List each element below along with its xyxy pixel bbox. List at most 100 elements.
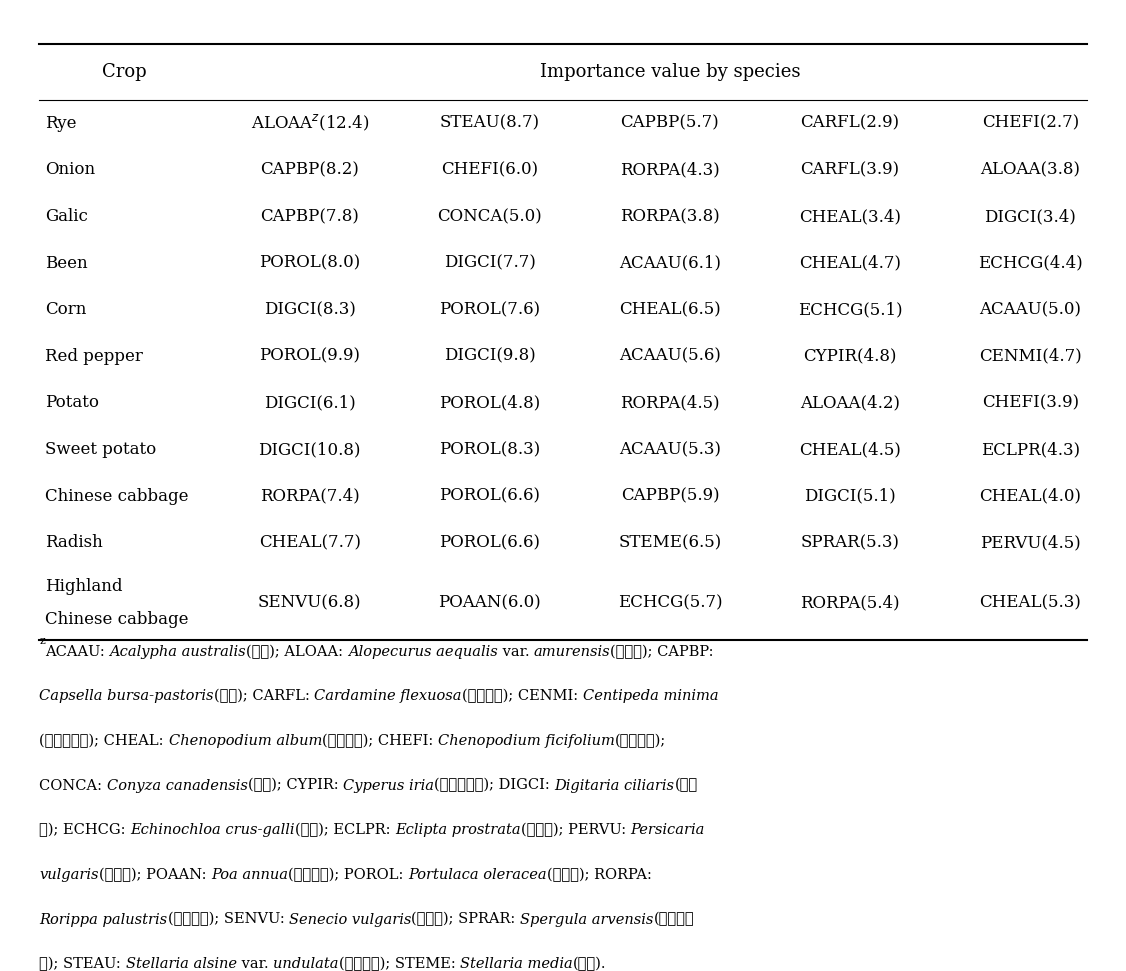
Text: POROL(8.0): POROL(8.0) <box>259 254 360 272</box>
Text: CHEAL(3.4): CHEAL(3.4) <box>799 208 901 225</box>
Text: ALOAA$^z$(12.4): ALOAA$^z$(12.4) <box>251 114 368 133</box>
Text: STEAU(8.7): STEAU(8.7) <box>440 115 539 132</box>
Text: ECHCG(5.7): ECHCG(5.7) <box>618 594 722 612</box>
Text: (개쓰갓); SPRAR:: (개쓰갓); SPRAR: <box>411 913 520 926</box>
Text: 이); ECHCG:: 이); ECHCG: <box>39 823 131 837</box>
Text: ECLPR(4.3): ECLPR(4.3) <box>981 441 1080 458</box>
Text: CARFL(3.9): CARFL(3.9) <box>801 161 900 179</box>
Text: (새포아풀); POROL:: (새포아풀); POROL: <box>288 868 408 882</box>
Text: Crop: Crop <box>101 63 146 81</box>
Text: ACAAU(5.0): ACAAU(5.0) <box>980 301 1081 318</box>
Text: CHEFI(6.0): CHEFI(6.0) <box>441 161 538 179</box>
Text: POROL(6.6): POROL(6.6) <box>439 534 540 552</box>
Text: Sweet potato: Sweet potato <box>45 441 157 458</box>
Text: ACAAU(6.1): ACAAU(6.1) <box>619 254 721 272</box>
Text: ALOAA(3.8): ALOAA(3.8) <box>981 161 1080 179</box>
Text: CHEAL(7.7): CHEAL(7.7) <box>259 534 360 552</box>
Text: Chenopodium ficifolium: Chenopodium ficifolium <box>438 734 615 748</box>
Text: CAPBP(7.8): CAPBP(7.8) <box>260 208 359 225</box>
Text: (황새놓이); CENMI:: (황새놓이); CENMI: <box>462 689 582 703</box>
Text: (한련초); PERVU:: (한련초); PERVU: <box>521 823 631 837</box>
Text: PERVU(4.5): PERVU(4.5) <box>980 534 1081 552</box>
Text: Importance value by species: Importance value by species <box>539 63 801 81</box>
Text: Cardamine flexuosa: Cardamine flexuosa <box>314 689 462 703</box>
Text: CAPBP(5.7): CAPBP(5.7) <box>620 115 720 132</box>
Text: amurensis: amurensis <box>534 645 610 658</box>
Text: Spergula arvensis: Spergula arvensis <box>520 913 653 926</box>
Text: DIGCI(9.8): DIGCI(9.8) <box>444 348 536 365</box>
Text: Senecio vulgaris: Senecio vulgaris <box>289 913 411 926</box>
Text: RORPA(5.4): RORPA(5.4) <box>801 594 900 612</box>
Text: DIGCI(7.7): DIGCI(7.7) <box>444 254 536 272</box>
Text: CHEFI(2.7): CHEFI(2.7) <box>982 115 1079 132</box>
Text: 리); STEAU:: 리); STEAU: <box>39 957 126 971</box>
Text: Conyza canadensis: Conyza canadensis <box>107 779 248 792</box>
Text: CHEAL(4.0): CHEAL(4.0) <box>980 487 1081 505</box>
Text: CENMI(4.7): CENMI(4.7) <box>978 348 1082 365</box>
Text: Chenopodium album: Chenopodium album <box>169 734 322 748</box>
Text: Poa annua: Poa annua <box>211 868 288 882</box>
Text: STEME(6.5): STEME(6.5) <box>618 534 722 552</box>
Text: Cyperus iria: Cyperus iria <box>343 779 435 792</box>
Text: (들개미자: (들개미자 <box>653 913 694 926</box>
Text: RORPA(7.4): RORPA(7.4) <box>260 487 359 505</box>
Text: CYPIR(4.8): CYPIR(4.8) <box>803 348 897 365</box>
Text: var.: var. <box>498 645 534 658</box>
Text: DIGCI(6.1): DIGCI(6.1) <box>263 394 356 412</box>
Text: ECHCG(4.4): ECHCG(4.4) <box>977 254 1083 272</box>
Text: (돽새풀); CAPBP:: (돽새풀); CAPBP: <box>610 645 714 658</box>
Text: Radish: Radish <box>45 534 102 552</box>
Text: CHEAL(6.5): CHEAL(6.5) <box>619 301 721 318</box>
Text: (흰명아주); CHEFI:: (흰명아주); CHEFI: <box>322 734 438 748</box>
Text: ECHCG(5.1): ECHCG(5.1) <box>798 301 902 318</box>
Text: CARFL(2.9): CARFL(2.9) <box>801 115 900 132</box>
Text: Corn: Corn <box>45 301 87 318</box>
Text: undulata: undulata <box>272 957 339 971</box>
Text: (봉여귀); POAAN:: (봉여귀); POAAN: <box>99 868 211 882</box>
Text: DIGCI(8.3): DIGCI(8.3) <box>263 301 356 318</box>
Text: CAPBP(5.9): CAPBP(5.9) <box>620 487 720 505</box>
Text: Centipeda minima: Centipeda minima <box>582 689 718 703</box>
Text: Potato: Potato <box>45 394 99 412</box>
Text: CAPBP(8.2): CAPBP(8.2) <box>260 161 359 179</box>
Text: Portulaca oleracea: Portulaca oleracea <box>408 868 546 882</box>
Text: Onion: Onion <box>45 161 96 179</box>
Text: POROL(7.6): POROL(7.6) <box>439 301 540 318</box>
Text: Alopecurus aequalis: Alopecurus aequalis <box>348 645 498 658</box>
Text: CHEAL(4.7): CHEAL(4.7) <box>799 254 901 272</box>
Text: Stellaria alsine: Stellaria alsine <box>126 957 236 971</box>
Text: RORPA(4.5): RORPA(4.5) <box>620 394 720 412</box>
Text: (개풀); ALOAA:: (개풀); ALOAA: <box>247 645 348 658</box>
Text: Acalypha australis: Acalypha australis <box>109 645 247 658</box>
Text: Persicaria: Persicaria <box>631 823 705 837</box>
Text: Echinochloa crus-galli: Echinochloa crus-galli <box>131 823 295 837</box>
Text: vulgaris: vulgaris <box>39 868 99 882</box>
Text: Chinese cabbage: Chinese cabbage <box>45 611 188 627</box>
Text: (별꽃).: (별꽃). <box>573 957 606 971</box>
Text: POROL(4.8): POROL(4.8) <box>439 394 540 412</box>
Text: Digitaria ciliaris: Digitaria ciliaris <box>554 779 674 792</box>
Text: CHEAL(5.3): CHEAL(5.3) <box>980 594 1081 612</box>
Text: POROL(8.3): POROL(8.3) <box>439 441 540 458</box>
Text: DIGCI(10.8): DIGCI(10.8) <box>258 441 361 458</box>
Text: z: z <box>39 636 45 646</box>
Text: (숙속이풀); SENVU:: (숙속이풀); SENVU: <box>168 913 289 926</box>
Text: SENVU(6.8): SENVU(6.8) <box>258 594 361 612</box>
Text: CHEFI(3.9): CHEFI(3.9) <box>982 394 1079 412</box>
Text: Galic: Galic <box>45 208 88 225</box>
Text: CONCA(5.0): CONCA(5.0) <box>437 208 543 225</box>
Text: CHEAL(4.5): CHEAL(4.5) <box>799 441 901 458</box>
Text: RORPA(3.8): RORPA(3.8) <box>620 208 720 225</box>
Text: var.: var. <box>236 957 272 971</box>
Text: POAAN(6.0): POAAN(6.0) <box>438 594 542 612</box>
Text: Capsella bursa-pastoris: Capsella bursa-pastoris <box>39 689 214 703</box>
Text: (놓이); CARFL:: (놓이); CARFL: <box>214 689 314 703</box>
Text: Rye: Rye <box>45 115 77 132</box>
Text: Rorippa palustris: Rorippa palustris <box>39 913 168 926</box>
Text: RORPA(4.3): RORPA(4.3) <box>620 161 720 179</box>
Text: Highland: Highland <box>45 579 123 595</box>
Text: (썬비름); RORPA:: (썬비름); RORPA: <box>546 868 652 882</box>
Text: (참방동사니); DIGCI:: (참방동사니); DIGCI: <box>435 779 554 792</box>
Text: Stellaria media: Stellaria media <box>459 957 573 971</box>
Text: (버록나물); STEME:: (버록나물); STEME: <box>339 957 459 971</box>
